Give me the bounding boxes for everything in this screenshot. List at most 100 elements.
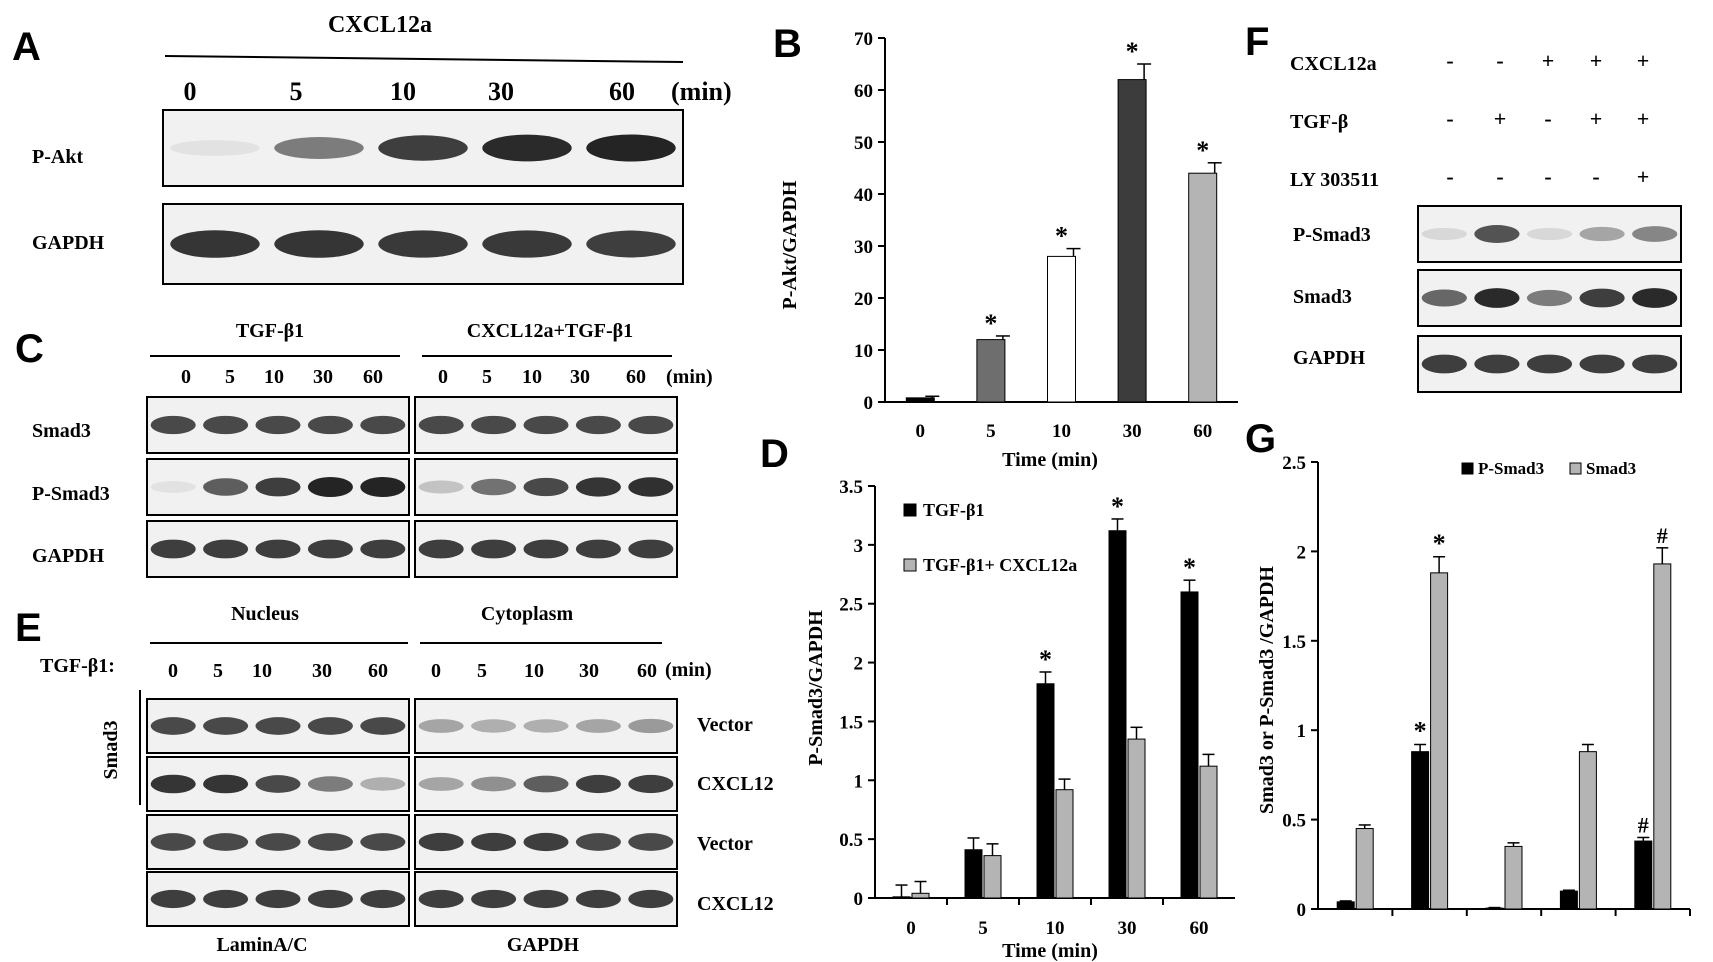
panel-a-treatment-line — [164, 55, 684, 63]
blot-label-cxcl12-1: CXCL12 — [697, 773, 774, 795]
band — [360, 415, 406, 435]
band — [150, 889, 196, 909]
band — [150, 833, 196, 851]
panel-c-time: 60 — [626, 366, 646, 388]
band — [1632, 354, 1678, 374]
blot-smad3-tgf — [146, 396, 410, 454]
blot-e-nucleus-1 — [146, 756, 410, 812]
band — [255, 833, 301, 851]
y-tick-label: 0.5 — [1282, 811, 1306, 832]
x-tick-label: 30 — [1118, 918, 1137, 939]
y-tick-label: 3.5 — [839, 477, 863, 498]
sign-plus: + — [1637, 164, 1650, 189]
band — [586, 230, 676, 258]
legend-label: TGF-β1+ CXCL12a — [923, 555, 1077, 575]
panel-f-label: F — [1245, 20, 1269, 64]
blot-label-vector-2: Vector — [697, 833, 753, 855]
band — [523, 415, 569, 435]
y-tick-label: 0 — [854, 889, 864, 910]
bar — [1634, 840, 1653, 910]
band — [360, 889, 406, 909]
y-tick-label: 60 — [854, 81, 873, 102]
band — [418, 415, 464, 435]
band — [360, 833, 406, 851]
significance-mark: * — [1414, 717, 1427, 746]
band — [1421, 354, 1467, 374]
panel-e: E Nucleus Cytoplasm TGF-β1: 0 0 5 5 10 10 30 30… — [15, 603, 774, 956]
y-tick-label: 0.5 — [839, 830, 863, 851]
band — [575, 719, 621, 733]
blot-f-gapdh — [1417, 335, 1682, 393]
panel-a-label: A — [12, 25, 41, 69]
chart-d-x-axis-title: Time (min) — [1002, 940, 1098, 962]
x-tick-label: 10 — [1046, 918, 1065, 939]
panel-d-label: D — [760, 432, 789, 476]
band — [360, 477, 406, 497]
band — [307, 477, 353, 497]
band — [628, 889, 674, 909]
panel-e-time: 5 — [477, 660, 487, 682]
x-tick-label: 10 — [1052, 421, 1071, 442]
band — [523, 719, 569, 733]
y-tick-label: 40 — [854, 185, 873, 206]
band — [1474, 354, 1520, 374]
blot-f-p-smad3 — [1417, 205, 1682, 263]
blot-e-cytoplasm-0 — [414, 698, 678, 754]
sign-plus: + — [1637, 48, 1650, 73]
bar — [1578, 751, 1597, 910]
band — [471, 889, 517, 909]
bar — [976, 339, 1006, 403]
blot-label-gapdh: GAPDH — [507, 934, 580, 956]
band — [360, 539, 406, 559]
blot-label-vector-1: Vector — [697, 714, 753, 736]
band — [307, 717, 353, 735]
bar — [1055, 789, 1074, 899]
legend-swatch — [903, 558, 917, 572]
band — [360, 777, 406, 791]
y-tick-label: 2.5 — [1282, 453, 1306, 474]
blot-p-smad3-cxcl12a-tgf — [414, 458, 678, 516]
x-tick-label: 5 — [986, 421, 996, 442]
blot-gapdh-tgf — [146, 520, 410, 578]
panel-a-time-5: 5 — [290, 77, 303, 106]
band — [1421, 289, 1467, 307]
band — [150, 481, 196, 493]
blot-label-gapdh: GAPDH — [1293, 347, 1366, 369]
band — [628, 718, 674, 734]
band — [575, 539, 621, 559]
band — [255, 775, 301, 793]
bar — [1047, 255, 1076, 403]
panel-a-treatment: CXCL12a — [328, 12, 432, 38]
panel-c: C TGF-β1 CXCL12a+TGF-β1 0 0 5 5 10 10 30 30 60 60… — [15, 320, 713, 578]
panel-c-group-2: CXCL12a+TGF-β1 — [467, 320, 633, 342]
y-tick-label: 1 — [854, 771, 864, 792]
sign-minus: - — [1446, 106, 1453, 131]
blot-e-nucleus-0 — [146, 698, 410, 754]
panel-c-label: C — [15, 327, 44, 371]
blot-label-lamin: LaminA/C — [216, 934, 307, 956]
x-tick-label: 60 — [1190, 918, 1209, 939]
panel-c-time: 30 — [570, 366, 590, 388]
y-tick-label: 10 — [854, 341, 873, 362]
panel-c-time: 10 — [264, 366, 284, 388]
bar — [964, 849, 983, 899]
band — [307, 776, 353, 792]
blot-label-p-smad3: P-Smad3 — [1293, 224, 1371, 246]
significance-mark: * — [1126, 37, 1139, 66]
band — [1526, 354, 1573, 374]
sign-minus: - — [1544, 164, 1551, 189]
band — [203, 774, 249, 794]
band — [1632, 226, 1678, 242]
panel-e-time: 0 — [168, 660, 178, 682]
panel-a-time-30: 30 — [488, 77, 514, 106]
band — [255, 717, 301, 735]
bar — [1504, 845, 1523, 910]
bar — [905, 397, 935, 403]
bar — [983, 855, 1002, 899]
chart-g-y-axis-title: Smad3 or P-Smad3 /GAPDH — [1256, 566, 1278, 814]
y-tick-label: 3 — [854, 536, 864, 557]
band — [628, 833, 674, 851]
bar — [911, 892, 930, 899]
blot-smad3-cxcl12a-tgf — [414, 396, 678, 454]
panel-c-time: 10 — [522, 366, 542, 388]
